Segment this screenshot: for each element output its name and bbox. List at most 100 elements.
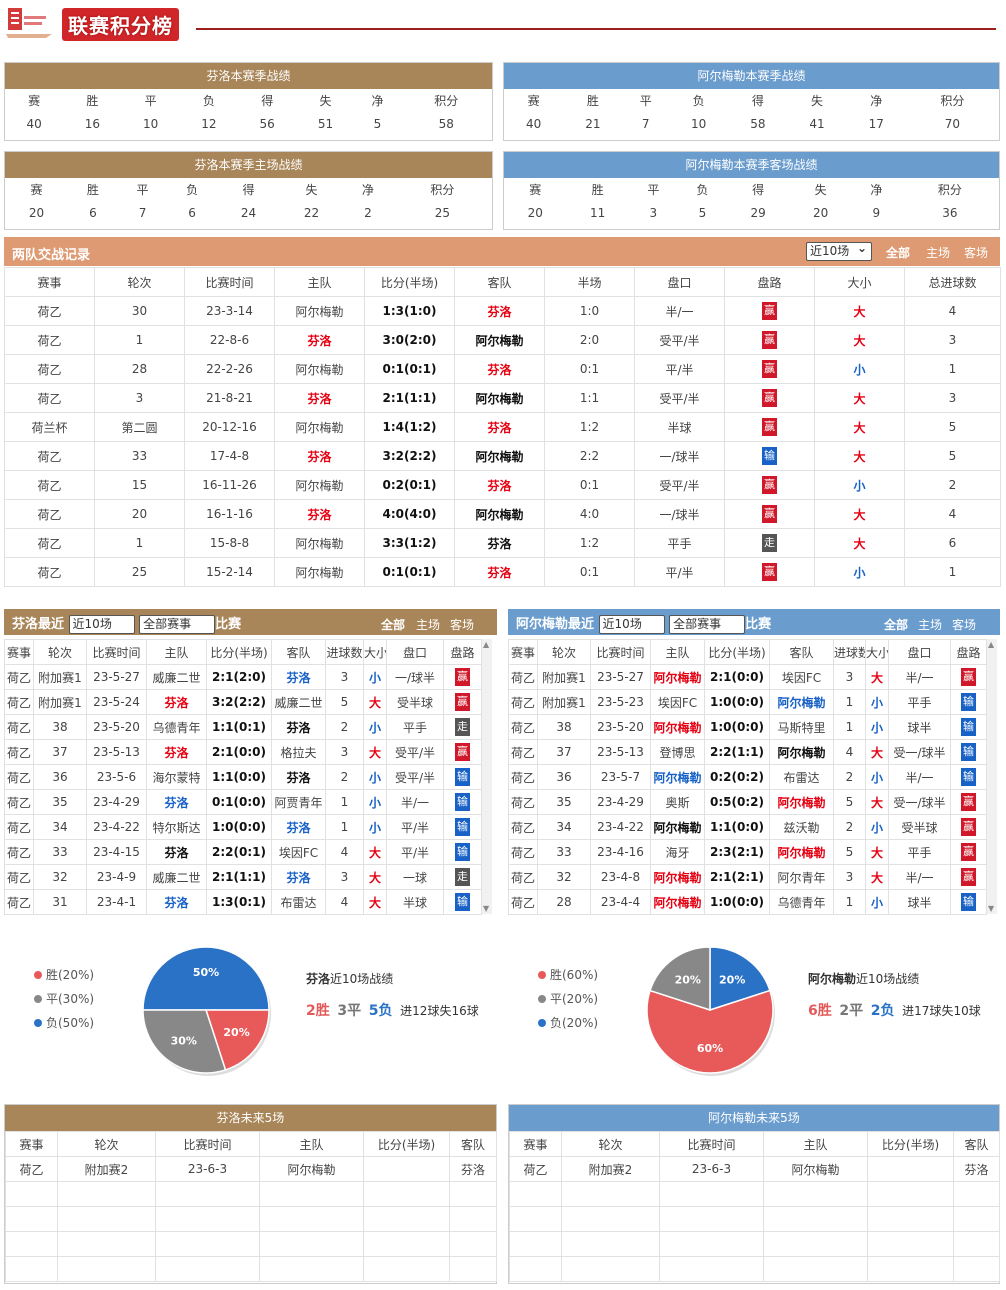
recent-cell: 半/一 (888, 764, 951, 790)
h2h-row[interactable]: 荷乙 1 22-8-6 芬洛 3:0(2:0) 阿尔梅勒 2:0 受平/半 赢 大 3 (4, 325, 1001, 355)
h2h-cell: 3 (904, 383, 1001, 413)
recent-cell: 荷乙 (4, 814, 34, 840)
summary-value: 25 (434, 205, 450, 220)
recent-cell: 23-4-8 (590, 864, 651, 890)
recent-cell: 荷乙 (4, 839, 34, 865)
h2h-table: 赛事 轮次 比赛时间 主队 比分(半场) 客队 半场 盘口 盘路 大小 总进球数 荷乙 30 23-3-1… (4, 267, 1001, 587)
scroll-down-icon[interactable]: ▼ (988, 904, 995, 913)
recent-cell: 23-4-29 (86, 789, 147, 815)
recent-right-type-select[interactable]: 全部赛事 (669, 615, 746, 634)
recent-row[interactable]: 荷乙 38 23-5-20 乌德青年 1:1(0:1) 芬洛 2 小平手走 (4, 714, 482, 740)
recent-row[interactable]: 荷乙 34 23-4-22 阿尔梅勒 1:1(0:0) 兹沃勒 2 小受半球赢 (508, 814, 987, 840)
recent-right-scrollbar[interactable]: ▲ ▼ (987, 639, 997, 914)
h2h-cell: 芬洛 (454, 412, 545, 442)
h2h-cell: 荷兰杯 (4, 412, 95, 442)
recent-cell: 23-4-9 (86, 864, 147, 890)
h2h-tab-home[interactable]: 主场 (926, 246, 951, 260)
summary-label: 失 (305, 183, 318, 197)
scroll-up-icon[interactable]: ▲ (483, 640, 490, 649)
h2h-cell: 芬洛 (454, 470, 545, 500)
recent-row[interactable]: 荷乙 28 23-4-4 阿尔梅勒 1:0(0:0) 乌德青年 1 小球半输 (508, 889, 987, 915)
recent-row[interactable]: 荷乙 36 23-5-7 阿尔梅勒 0:2(0:2) 布雷达 2 小半/一输 (508, 764, 987, 790)
recent-left-type-select[interactable]: 全部赛事 (139, 615, 216, 634)
h2h-cell: 15-2-14 (184, 557, 275, 587)
scroll-down-icon[interactable]: ▼ (483, 904, 490, 913)
recent-row[interactable]: 荷乙 附加赛1 23-5-27 威廉二世 2:1(2:0) 芬洛 3 小一/球半赢 (4, 664, 482, 690)
recent-cell: 0:2(0:2) (704, 764, 770, 790)
recent-right-count-select[interactable]: 近10场 (598, 615, 665, 634)
recent-row[interactable]: 荷乙 31 23-4-1 芬洛 1:3(0:1) 布雷达 4 大半球输 (4, 889, 482, 915)
recent-row[interactable]: 荷乙 37 23-5-13 芬洛 2:1(0:0) 格拉夫 3 大受平/半赢 (4, 739, 482, 765)
recent-cell: 37 (537, 739, 591, 765)
recent-row[interactable]: 荷乙 33 23-4-16 海牙 2:3(2:1) 阿尔梅勒 5 大平手赢 (508, 839, 987, 865)
h2h-col-header: 总进球数 (904, 267, 1001, 297)
recent-cell: 走 (443, 714, 482, 740)
h2h-tab-away[interactable]: 客场 (964, 246, 989, 260)
summary-label: 净 (371, 94, 384, 108)
future-empty-cell (363, 1256, 450, 1282)
recent-cell: 1:1(0:0) (704, 814, 770, 840)
recent-row[interactable]: 荷乙 34 23-4-22 特尔斯达 1:0(0:0) 芬洛 1 小平/半输 (4, 814, 482, 840)
recent-cell: 小 (865, 889, 889, 915)
h2h-cell: 1 (904, 354, 1001, 384)
recent-row[interactable]: 荷乙 35 23-4-29 奥斯 0:5(0:2) 阿尔梅勒 5 大受一/球半赢 (508, 789, 987, 815)
recent-left-count-select[interactable]: 近10场 (68, 615, 135, 634)
recent-left-tab-home[interactable]: 主场 (416, 618, 441, 632)
h2h-cell: 5 (904, 441, 1001, 471)
recent-cell: 芬洛 (146, 689, 207, 715)
future-row[interactable]: 荷乙 附加赛2 23-6-3 阿尔梅勒 芬洛 (5, 1156, 497, 1182)
recent-row[interactable]: 荷乙 32 23-4-9 威廉二世 2:1(1:1) 芬洛 3 大一球走 (4, 864, 482, 890)
h2h-col-header: 主队 (274, 267, 365, 297)
h2h-row[interactable]: 荷乙 1 15-8-8 阿尔梅勒 3:3(1:2) 芬洛 1:2 平手 走 大 6 (4, 528, 1001, 558)
recent-right-tab-away[interactable]: 客场 (952, 618, 977, 632)
future-col-header: 轮次 (57, 1131, 156, 1157)
future-row[interactable]: 荷乙 附加赛2 23-6-3 阿尔梅勒 芬洛 (509, 1156, 1000, 1182)
recent-left-tab-away[interactable]: 客场 (450, 618, 475, 632)
h2h-cell: 阿尔梅勒 (274, 470, 365, 500)
recent-left-scrollbar[interactable]: ▲ ▼ (482, 639, 492, 914)
h2h-row[interactable]: 荷乙 33 17-4-8 芬洛 3:2(2:2) 阿尔梅勒 2:2 一/球半 输 大 5 (4, 441, 1001, 471)
h2h-row[interactable]: 荷乙 28 22-2-26 阿尔梅勒 0:1(0:1) 芬洛 0:1 平/半 赢 小 1 (4, 354, 1001, 384)
recent-col-header: 比分(半场) (704, 639, 770, 665)
recent-cell: 23-5-24 (86, 689, 147, 715)
recent-cell: 海尔蒙特 (146, 764, 207, 790)
recent-row[interactable]: 荷乙 33 23-4-15 芬洛 2:2(0:1) 埃因FC 4 大平/半输 (4, 839, 482, 865)
recent-left-tab-all[interactable]: 全部 (381, 618, 406, 632)
h2h-count-select[interactable]: 近10场 (806, 240, 872, 261)
h2h-row[interactable]: 荷乙 3 21-8-21 芬洛 2:1(1:1) 阿尔梅勒 1:1 受平/半赢大 3 (4, 383, 1001, 413)
recent-right-tab-home[interactable]: 主场 (918, 618, 943, 632)
recent-cell: 芬洛 (146, 789, 207, 815)
recent-cell: 3 (325, 664, 364, 690)
recent-row[interactable]: 荷乙 附加赛1 23-5-27 阿尔梅勒 2:1(0:0) 埃因FC 3 大半/一赢 (508, 664, 987, 690)
recent-row[interactable]: 荷乙 32 23-4-8 阿尔梅勒 2:1(2:1) 阿尔青年 3 大半/一赢 (508, 864, 987, 890)
summary-table: 赛 胜 平 负 得 失 净 积分 20 11 3 5 29 20 9 36 (504, 178, 999, 224)
scroll-up-icon[interactable]: ▲ (988, 640, 995, 649)
recent-cell: 1:0(0:0) (206, 814, 272, 840)
recent-cell: 芬洛 (146, 739, 207, 765)
recent-cell: 乌德青年 (146, 714, 207, 740)
h2h-cell: 阿尔梅勒 (274, 557, 365, 587)
recent-right-tab-all[interactable]: 全部 (884, 618, 909, 632)
draw-dot-icon (538, 995, 546, 1003)
h2h-row[interactable]: 荷乙 30 23-3-14 阿尔梅勒 1:3(1:0) 芬洛 1:0 半/一 赢 大 4 (4, 296, 1001, 326)
recent-row[interactable]: 荷乙 附加赛1 23-5-23 埃因FC 1:0(0:0) 阿尔梅勒 1 小平手输 (508, 689, 987, 715)
h2h-row[interactable]: 荷乙 25 15-2-14 阿尔梅勒 0:1(0:1) 芬洛 0:1 平/半 赢 小 1 (4, 557, 1001, 587)
recent-cell: 23-5-13 (590, 739, 651, 765)
h2h-cell: 16-1-16 (184, 499, 275, 529)
recent-cell: 31 (33, 889, 87, 915)
h2h-tab-all[interactable]: 全部 (886, 246, 911, 260)
recent-row[interactable]: 荷乙 36 23-5-6 海尔蒙特 1:1(0:0) 芬洛 2 小受平/半输 (4, 764, 482, 790)
recent-cell: 荷乙 (508, 839, 538, 865)
h2h-row[interactable]: 荷乙 15 16-11-26 阿尔梅勒 0:2(0:1) 芬洛 0:1 受平/半 赢 小 2 (4, 470, 1001, 500)
recent-row[interactable]: 荷乙 37 23-5-13 登博思 2:2(1:1) 阿尔梅勒 4 大受一/球半输 (508, 739, 987, 765)
summary-value: 7 (138, 205, 147, 220)
result-win-badge: 赢 (762, 505, 777, 523)
h2h-row[interactable]: 荷兰杯 第二圆 20-12-16 阿尔梅勒 1:4(1:2) 芬洛 1:2 半球 赢 大 5 (4, 412, 1001, 442)
recent-row[interactable]: 荷乙 附加赛1 23-5-24 芬洛 3:2(2:2) 威廉二世 5 大受半球赢 (4, 689, 482, 715)
recent-row[interactable]: 荷乙 35 23-4-29 芬洛 0:1(0:0) 阿贾青年 1 小半/一输 (4, 789, 482, 815)
summary-label: 平 (144, 94, 157, 108)
summary-value: 24 (240, 205, 257, 220)
recent-cell: 格拉夫 (271, 739, 326, 765)
recent-row[interactable]: 荷乙 38 23-5-20 阿尔梅勒 1:0(0:0) 马斯特里 1 小球半输 (508, 714, 987, 740)
h2h-row[interactable]: 荷乙 20 16-1-16 芬洛 4:0(4:0) 阿尔梅勒 4:0 一/球半 赢 大 4 (4, 499, 1001, 529)
